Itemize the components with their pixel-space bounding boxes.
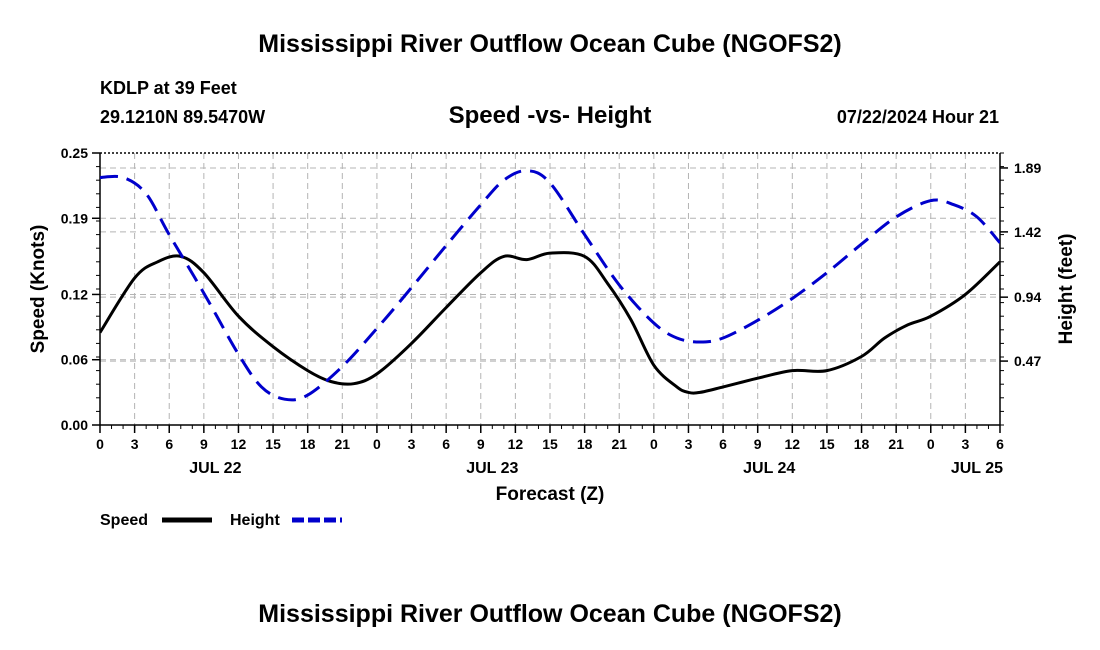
x-tick-label: 9	[200, 436, 208, 452]
date-label: JUL 24	[743, 460, 795, 477]
height-series-line	[100, 169, 1000, 402]
x-tick-label: 12	[785, 436, 801, 452]
x-tick-label: 9	[754, 436, 762, 452]
x-tick-label: 6	[442, 436, 450, 452]
x-tick-label: 0	[650, 436, 658, 452]
legend-label-height: Height	[230, 512, 280, 529]
speed-series-line	[100, 251, 1000, 395]
y-tick-label: 0.12	[61, 286, 88, 302]
chart-title: Mississippi River Outflow Ocean Cube (NG…	[258, 30, 842, 58]
x-tick-label: 9	[477, 436, 485, 452]
x-tick-label: 3	[408, 436, 416, 452]
x-tick-label: 15	[819, 436, 835, 452]
x-tick-label: 0	[96, 436, 104, 452]
y2-axis-label: Height (feet)	[1056, 234, 1077, 345]
station-coordinates: 29.1210N 89.5470W	[100, 107, 266, 127]
x-tick-label: 3	[961, 436, 969, 452]
date-label: JUL 22	[189, 460, 241, 477]
y-tick-label: 0.19	[61, 210, 88, 226]
legend-label-speed: Speed	[100, 512, 148, 529]
x-tick-label: 21	[888, 436, 904, 452]
y-tick-label: 0.00	[61, 417, 88, 433]
x-tick-label: 18	[577, 436, 593, 452]
x-tick-label: 15	[265, 436, 281, 452]
footer-title: Mississippi River Outflow Ocean Cube (NG…	[258, 600, 842, 628]
x-tick-label: 6	[996, 436, 1004, 452]
x-tick-label: 0	[373, 436, 381, 452]
x-tick-label: 18	[854, 436, 870, 452]
station-name: KDLP at 39 Feet	[100, 78, 237, 98]
date-label: JUL 23	[466, 460, 518, 477]
x-tick-label: 3	[685, 436, 693, 452]
x-axis-label: Forecast (Z)	[496, 484, 605, 505]
forecast-datetime: 07/22/2024 Hour 21	[836, 107, 999, 127]
x-tick-label: 0	[927, 436, 935, 452]
y2-tick-label: 1.42	[1014, 224, 1041, 240]
x-tick-label: 21	[335, 436, 351, 452]
x-tick-label: 12	[231, 436, 247, 452]
chart-subtitle: Speed -vs- Height	[448, 102, 652, 129]
x-tick-label: 15	[542, 436, 558, 452]
x-tick-label: 3	[131, 436, 139, 452]
x-tick-label: 18	[300, 436, 316, 452]
y2-tick-label: 0.47	[1014, 353, 1041, 369]
y2-tick-label: 1.89	[1014, 160, 1041, 176]
y-tick-label: 0.25	[61, 145, 88, 161]
y-axis-label: Speed (Knots)	[28, 225, 49, 354]
date-label: JUL 25	[951, 460, 1003, 477]
x-tick-label: 6	[719, 436, 727, 452]
x-tick-label: 12	[508, 436, 524, 452]
x-tick-label: 6	[165, 436, 173, 452]
y-tick-label: 0.06	[61, 352, 88, 368]
x-tick-label: 21	[611, 436, 627, 452]
y2-tick-label: 0.94	[1014, 289, 1041, 305]
